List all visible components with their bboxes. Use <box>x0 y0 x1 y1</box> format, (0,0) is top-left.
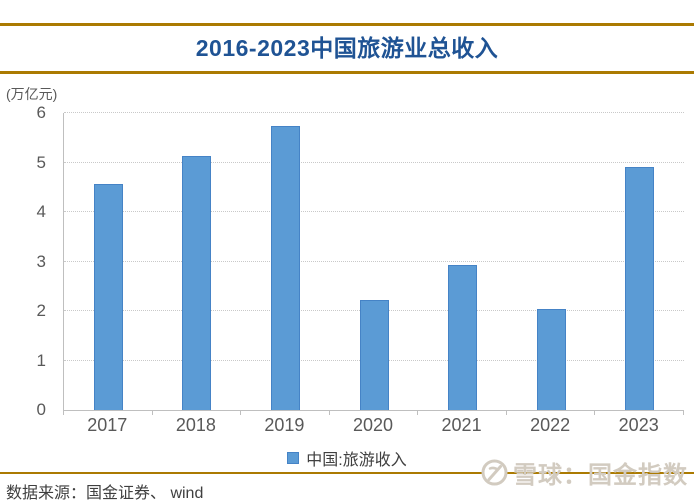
watermark-text: 雪球：国金指数 <box>513 461 688 489</box>
bar-2022 <box>536 309 566 410</box>
x-tick-label-2022: 2022 <box>530 415 571 435</box>
y-axis-labels: 0 1 2 3 4 5 6 <box>0 103 54 419</box>
watermark: 雪球：国金指数 <box>481 456 688 489</box>
y-tick-label-2: 2 <box>36 301 46 320</box>
x-tick-3 <box>328 411 330 415</box>
x-axis-ticks <box>63 410 684 415</box>
chart-title: 2016-2023中国旅游业总收入 <box>195 35 499 61</box>
y-tick-label-0: 0 <box>36 400 46 419</box>
x-tick-7 <box>683 411 684 415</box>
x-tick-label-2018: 2018 <box>175 415 216 435</box>
title-bottom-rule <box>0 71 694 74</box>
y-axis-unit-label: (万亿元) <box>6 86 58 102</box>
x-tick-label-2017: 2017 <box>87 415 128 435</box>
x-tick-4 <box>417 411 419 415</box>
x-tick-5 <box>505 411 507 415</box>
x-tick-label-2020: 2020 <box>352 415 393 435</box>
x-tick-0 <box>63 411 64 415</box>
gridline-y-5 <box>64 161 684 163</box>
data-source-note: 数据来源：国金证券、 wind <box>6 485 204 502</box>
bar-2018 <box>182 156 212 410</box>
y-tick-label-6: 6 <box>36 103 46 122</box>
gridline-y-4 <box>64 211 684 212</box>
x-tick-label-2021: 2021 <box>441 415 482 435</box>
x-tick-label-2019: 2019 <box>264 415 305 435</box>
y-tick-label-1: 1 <box>36 350 46 370</box>
gridline-y-6 <box>64 112 684 113</box>
x-axis-labels: 2017 2018 2019 2020 2021 2022 2023 <box>63 415 683 437</box>
bar-2019 <box>270 126 300 410</box>
y-tick-label-4: 4 <box>36 202 46 221</box>
x-tick-1 <box>151 411 153 415</box>
bar-2021 <box>448 265 478 410</box>
footer-rule <box>0 472 694 474</box>
x-tick-6 <box>594 411 596 415</box>
bar-2020 <box>359 299 389 410</box>
xueqiu-snowball-icon <box>481 459 508 485</box>
gridline-y-3 <box>64 260 684 262</box>
bar-2017 <box>93 183 123 410</box>
x-tick-2 <box>240 411 242 415</box>
title-top-rule <box>0 23 694 26</box>
y-tick-label-3: 3 <box>36 251 46 271</box>
x-tick-label-2023: 2023 <box>618 415 659 435</box>
y-tick-label-5: 5 <box>36 152 46 172</box>
plot-area <box>63 112 684 411</box>
bar-2023 <box>625 166 655 410</box>
legend-swatch-icon <box>287 451 300 464</box>
legend-label: 中国:旅游收入 <box>306 451 407 469</box>
legend: 中国:旅游收入 <box>0 449 694 469</box>
